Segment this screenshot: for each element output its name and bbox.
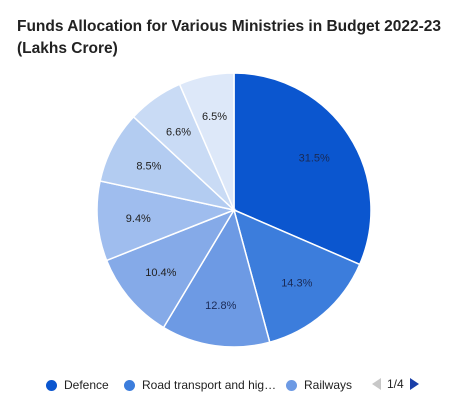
slice-label: 12.8% [205,300,236,312]
legend-label-road-transport: Road transport and hig… [142,378,277,392]
slice-label: 14.3% [281,278,312,290]
chart-title: Funds Allocation for Various Ministries … [17,16,457,60]
pie-slice[interactable] [232,208,361,344]
legend-dot-road-transport [124,379,135,391]
slice-label: 8.5% [136,161,161,173]
chart-title-line-1: Funds Allocation for Various Ministries … [17,18,442,35]
slice-label: 31.5% [299,152,330,164]
pie-slice[interactable] [96,180,237,262]
legend-dot-defence [46,379,57,391]
legend-label-railways: Railways [304,378,353,392]
pie-slice[interactable] [178,72,235,211]
slice-label: 6.5% [202,111,227,123]
slice-label: 9.4% [126,213,151,225]
pie-slice[interactable] [162,208,271,348]
pie-slice[interactable] [105,208,236,329]
legend-label-defence: Defence [64,378,109,392]
slice-label: 6.6% [166,127,191,139]
slice-label: 10.4% [145,267,176,279]
legend-dot-railways [286,379,297,391]
legend-item-road-transport[interactable]: Road transport and hig… [124,378,276,392]
legend-item-defence[interactable]: Defence [46,378,109,392]
chart-title-line-2: (Lakhs Crore) [17,40,118,57]
pie-slice[interactable] [233,72,372,266]
legend-item-railways[interactable]: Railways [286,378,352,392]
